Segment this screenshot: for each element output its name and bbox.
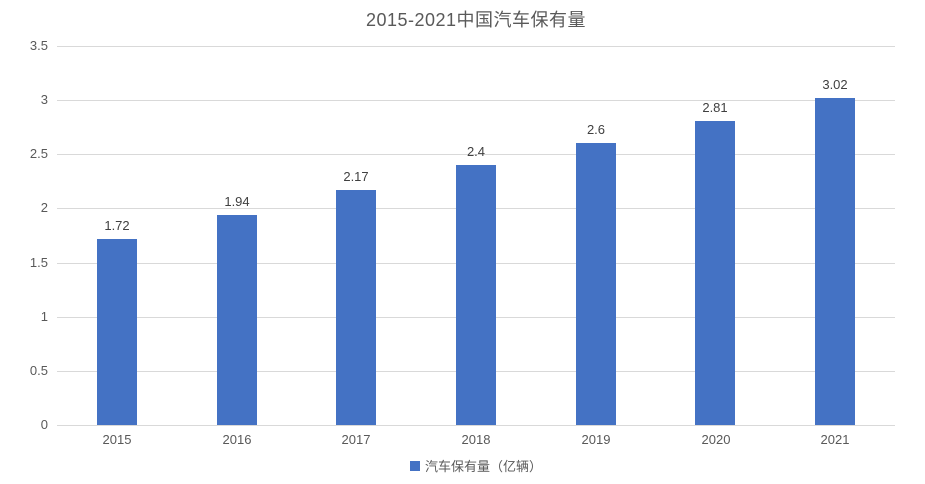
- bar-value-label: 2.81: [702, 100, 728, 115]
- y-axis-tick-label: 1.5: [29, 255, 48, 270]
- bar-value-label: 2.6: [586, 122, 606, 137]
- x-axis-tick-label: 2016: [222, 432, 252, 447]
- x-axis-tick-label: 2017: [341, 432, 371, 447]
- bar-value-label: 1.94: [224, 194, 250, 209]
- bar-2017: [336, 190, 376, 425]
- y-axis-tick-label: 2.5: [29, 146, 48, 161]
- legend-label: 汽车保有量（亿辆）: [424, 459, 542, 474]
- bar-value-label: 3.02: [822, 77, 848, 92]
- legend-marker-square-icon: [409, 460, 420, 471]
- x-axis-tick-label: 2018: [461, 432, 491, 447]
- gridline: [57, 154, 895, 155]
- x-axis-tick-label: 2015: [102, 432, 132, 447]
- bar-2021: [815, 98, 855, 425]
- bar-value-label: 2.4: [466, 144, 486, 159]
- x-axis-line: [57, 425, 895, 426]
- x-axis-tick-label: 2021: [820, 432, 850, 447]
- y-axis-tick-label: 0.5: [29, 363, 48, 378]
- chart-title: 2015-2021中国汽车保有量: [365, 10, 587, 30]
- gridline: [57, 100, 895, 101]
- y-axis-tick-label: 1: [40, 309, 48, 324]
- bar-2016: [217, 215, 257, 425]
- y-axis-tick-label: 0: [40, 417, 48, 432]
- gridline: [57, 46, 895, 47]
- bar-2020: [695, 121, 735, 425]
- bar-2018: [456, 165, 496, 425]
- y-axis-tick-label: 2: [40, 200, 48, 215]
- y-axis-tick-label: 3.5: [29, 38, 48, 53]
- bar-value-label: 1.72: [104, 218, 130, 233]
- bar-2015: [97, 239, 137, 425]
- x-axis-tick-label: 2020: [701, 432, 731, 447]
- y-axis-tick-label: 3: [40, 92, 48, 107]
- bar-2019: [576, 143, 616, 425]
- legend: 汽车保有量（亿辆）: [57, 456, 895, 475]
- bar-value-label: 2.17: [343, 169, 369, 184]
- x-axis-tick-label: 2019: [581, 432, 611, 447]
